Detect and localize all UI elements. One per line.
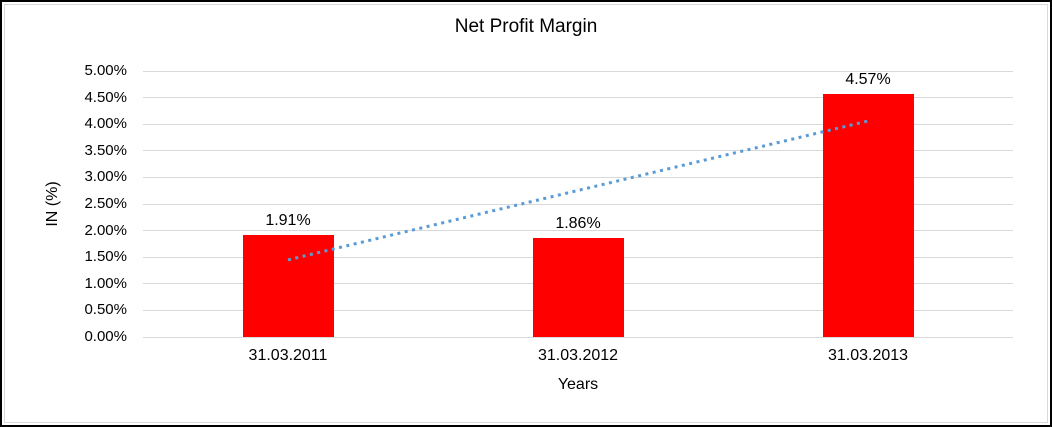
y-tick-label: 1.50% [84,248,127,266]
y-tick-label: 1.00% [84,274,127,292]
y-tick-label: 4.50% [84,88,127,106]
x-tick-label: 31.03.2011 [248,347,328,364]
gridline [143,176,1013,178]
data-label: 1.91% [265,212,311,230]
y-tick-label: 0.50% [84,301,127,319]
data-label: 4.57% [845,70,891,88]
y-tick-label: 3.50% [84,141,127,159]
y-tick-label: 5.00% [84,62,127,79]
gridline [143,70,1013,72]
y-tick-label: 0.00% [84,328,127,345]
data-label: 1.86% [555,215,601,233]
chart-title: Net Profit Margin [454,16,598,37]
y-tick-label: 2.50% [84,195,127,212]
bar [532,238,624,337]
x-axis-title: Years [557,376,599,393]
bar [822,93,914,337]
gridline [143,150,1013,152]
x-tick-label: 31.03.2012 [537,347,619,364]
gridline [143,203,1013,205]
y-tick-label: 3.00% [84,168,127,186]
y-tick-label: 2.00% [84,221,127,239]
gridline [143,336,1013,338]
gridline [143,230,1013,232]
trendline [287,119,869,262]
y-tick-label: 4.00% [84,115,127,133]
gridline [143,97,1013,99]
x-tick-label: 31.03.2013 [827,347,909,364]
gridline [143,123,1013,125]
plot-area: 1.91% 1.86% 4.57% [143,70,1013,338]
